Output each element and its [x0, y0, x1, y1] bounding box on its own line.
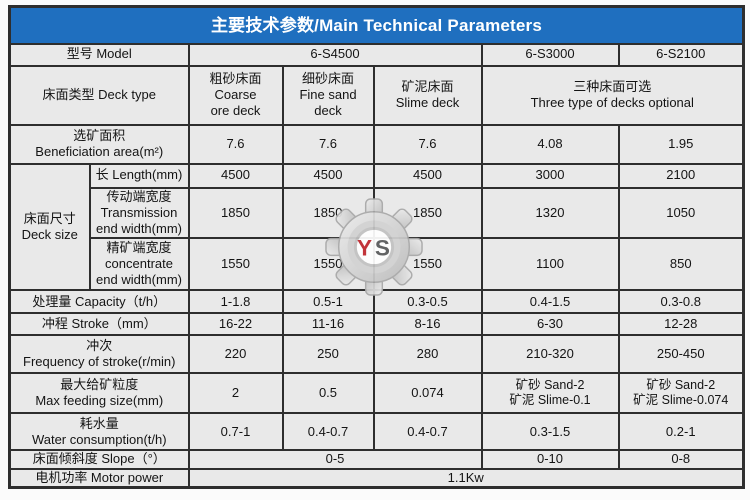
row-label-motor-power: 电机功率 Motor power	[8, 467, 190, 489]
model-cell-1: 6-S3000	[480, 42, 620, 67]
table-row: 最大给矿粒度 Max feeding size(mm) 2 0.5 0.074 …	[8, 372, 745, 415]
concentrate-cell-4: 850	[617, 237, 745, 292]
table-row: 冲程 Stroke（mm） 16-22 11-16 8-16 6-30 12-2…	[8, 312, 745, 337]
area-cell-4: 1.95	[617, 123, 745, 165]
frequency-cell-2: 280	[372, 334, 483, 375]
table-row: 耗水量 Water consumption(t/h) 0.7-1 0.4-0.7…	[8, 412, 745, 452]
water-cell-0: 0.7-1	[187, 412, 284, 452]
stroke-cell-0: 16-22	[187, 312, 284, 337]
model-cell-0: 6-S4500	[187, 42, 483, 67]
concentrate-cell-1: 1550	[281, 237, 375, 292]
concentrate-cell-3: 1100	[480, 237, 620, 292]
length-cell-1: 4500	[281, 162, 375, 189]
capacity-cell-0: 1-1.8	[187, 289, 284, 315]
capacity-cell-4: 0.3-0.8	[617, 289, 745, 315]
row-label-capacity: 处理量 Capacity（t/h）	[8, 289, 190, 315]
table-row: 选矿面积 Beneficiation area(m²) 7.6 7.6 7.6 …	[8, 123, 745, 165]
table-row: 型号 Model 6-S4500 6-S3000 6-S2100	[8, 42, 745, 67]
length-cell-4: 2100	[617, 162, 745, 189]
table-row: 冲次 Frequency of stroke(r/min) 220 250 28…	[8, 334, 745, 375]
transmission-cell-2: 1850	[372, 186, 483, 240]
row-label-max-feeding-size: 最大给矿粒度 Max feeding size(mm)	[8, 372, 190, 415]
row-label-transmission-end-width: 传动端宽度 Transmission end width(mm)	[88, 186, 190, 240]
deck-type-cell-1: 细砂床面 Fine sand deck	[281, 64, 375, 126]
row-label-stroke: 冲程 Stroke（mm）	[8, 312, 190, 337]
slope-cell-2: 0-8	[617, 449, 745, 470]
water-cell-2: 0.4-0.7	[372, 412, 483, 452]
slope-cell-0: 0-5	[187, 449, 483, 470]
area-cell-2: 7.6	[372, 123, 483, 165]
feeding-cell-0: 2	[187, 372, 284, 415]
water-cell-1: 0.4-0.7	[281, 412, 375, 452]
feeding-cell-1: 0.5	[281, 372, 375, 415]
feeding-cell-3: 矿砂 Sand-2 矿泥 Slime-0.1	[480, 372, 620, 415]
transmission-cell-4: 1050	[617, 186, 745, 240]
deck-type-cell-2: 矿泥床面 Slime deck	[372, 64, 483, 126]
water-cell-3: 0.3-1.5	[480, 412, 620, 452]
table-row: 电机功率 Motor power 1.1Kw	[8, 467, 745, 489]
table-row: 主要技术参数/Main Technical Parameters	[8, 5, 745, 45]
length-cell-2: 4500	[372, 162, 483, 189]
capacity-cell-2: 0.3-0.5	[372, 289, 483, 315]
row-label-concentrate-end-width: 精矿端宽度 concentrate end width(mm)	[88, 237, 190, 292]
row-label-deck-size: 床面尺寸 Deck size	[8, 162, 91, 292]
table-row: 床面倾斜度 Slope（°） 0-5 0-10 0-8	[8, 449, 745, 470]
capacity-cell-1: 0.5-1	[281, 289, 375, 315]
feeding-cell-2: 0.074	[372, 372, 483, 415]
table-row: 床面尺寸 Deck size 长 Length(mm) 4500 4500 45…	[8, 162, 745, 292]
concentrate-cell-2: 1550	[372, 237, 483, 292]
deck-type-cell-0: 粗砂床面 Coarse ore deck	[187, 64, 284, 126]
table-row: 床面类型 Deck type 粗砂床面 Coarse ore deck 细砂床面…	[8, 64, 745, 126]
concentrate-cell-0: 1550	[187, 237, 284, 292]
table-title: 主要技术参数/Main Technical Parameters	[8, 5, 745, 45]
main-technical-parameters-table: 主要技术参数/Main Technical Parameters 型号 Mode…	[8, 5, 745, 489]
table-row: 精矿端宽度 concentrate end width(mm) 1550 155…	[10, 237, 745, 292]
feeding-cell-4: 矿砂 Sand-2 矿泥 Slime-0.074	[617, 372, 745, 415]
slope-cell-1: 0-10	[480, 449, 620, 470]
stroke-cell-4: 12-28	[617, 312, 745, 337]
motor-power-cell: 1.1Kw	[187, 467, 745, 489]
length-cell-3: 3000	[480, 162, 620, 189]
stroke-cell-3: 6-30	[480, 312, 620, 337]
frequency-cell-0: 220	[187, 334, 284, 375]
row-label-beneficiation-area: 选矿面积 Beneficiation area(m²)	[8, 123, 190, 165]
area-cell-0: 7.6	[187, 123, 284, 165]
row-label-deck-type: 床面类型 Deck type	[8, 64, 190, 126]
frequency-cell-1: 250	[281, 334, 375, 375]
row-label-length: 长 Length(mm)	[88, 162, 190, 189]
row-label-slope: 床面倾斜度 Slope（°）	[8, 449, 190, 470]
capacity-cell-3: 0.4-1.5	[480, 289, 620, 315]
area-cell-1: 7.6	[281, 123, 375, 165]
table-row: 传动端宽度 Transmission end width(mm) 1850 18…	[10, 186, 745, 240]
row-label-water-consumption: 耗水量 Water consumption(t/h)	[8, 412, 190, 452]
row-label-stroke-frequency: 冲次 Frequency of stroke(r/min)	[8, 334, 190, 375]
frequency-cell-4: 250-450	[617, 334, 745, 375]
transmission-cell-1: 1850	[281, 186, 375, 240]
table-row: 处理量 Capacity（t/h） 1-1.8 0.5-1 0.3-0.5 0.…	[8, 289, 745, 315]
transmission-cell-0: 1850	[187, 186, 284, 240]
row-label-model: 型号 Model	[8, 42, 190, 67]
length-cell-0: 4500	[187, 162, 284, 189]
model-cell-2: 6-S2100	[617, 42, 745, 67]
stroke-cell-2: 8-16	[372, 312, 483, 337]
transmission-cell-3: 1320	[480, 186, 620, 240]
stroke-cell-1: 11-16	[281, 312, 375, 337]
area-cell-3: 4.08	[480, 123, 620, 165]
deck-type-cell-3: 三种床面可选 Three type of decks optional	[480, 64, 745, 126]
water-cell-4: 0.2-1	[617, 412, 745, 452]
frequency-cell-3: 210-320	[480, 334, 620, 375]
